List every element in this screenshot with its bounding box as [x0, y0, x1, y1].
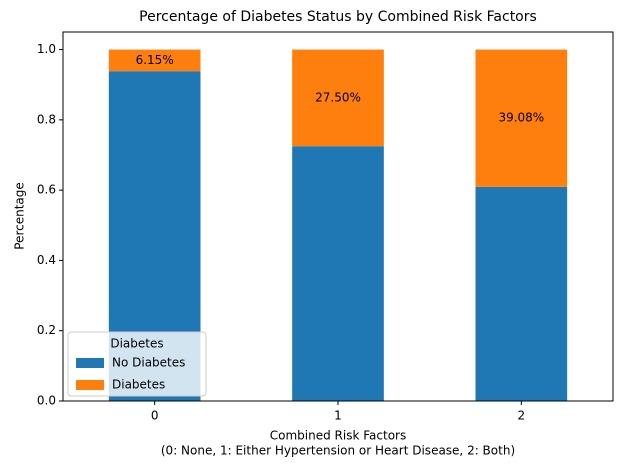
legend-label: No Diabetes — [112, 356, 185, 370]
chart-title: Percentage of Diabetes Status by Combine… — [139, 9, 537, 25]
legend-swatch — [76, 380, 104, 390]
bar-segment — [475, 186, 568, 401]
y-tick-label: 0.2 — [37, 323, 56, 337]
x-tick-label: 2 — [518, 409, 526, 423]
x-tick-label: 1 — [334, 409, 342, 423]
y-tick-label: 0.6 — [37, 183, 56, 197]
data-label: 39.08% — [498, 111, 544, 125]
legend-title: Diabetes — [110, 337, 163, 351]
y-tick-label: 1.0 — [37, 42, 56, 56]
legend-label: Diabetes — [112, 378, 165, 392]
y-tick-label: 0.4 — [37, 253, 56, 267]
bar-segment — [292, 49, 384, 147]
x-axis-label: Combined Risk Factors — [270, 429, 406, 443]
y-tick-label: 0.0 — [37, 394, 56, 408]
y-tick-label: 0.8 — [37, 112, 56, 126]
bar-segment — [108, 49, 201, 72]
data-label: 6.15% — [136, 53, 174, 67]
y-axis-label: Percentage — [13, 182, 27, 250]
bar-segment — [292, 146, 384, 401]
x-tick-label: 0 — [151, 409, 159, 423]
data-label: 27.50% — [315, 90, 361, 104]
legend-swatch — [76, 358, 104, 368]
x-axis-label: (0: None, 1: Either Hypertension or Hear… — [161, 444, 515, 458]
plot-frame — [62, 31, 614, 402]
bar-segment — [475, 49, 568, 187]
